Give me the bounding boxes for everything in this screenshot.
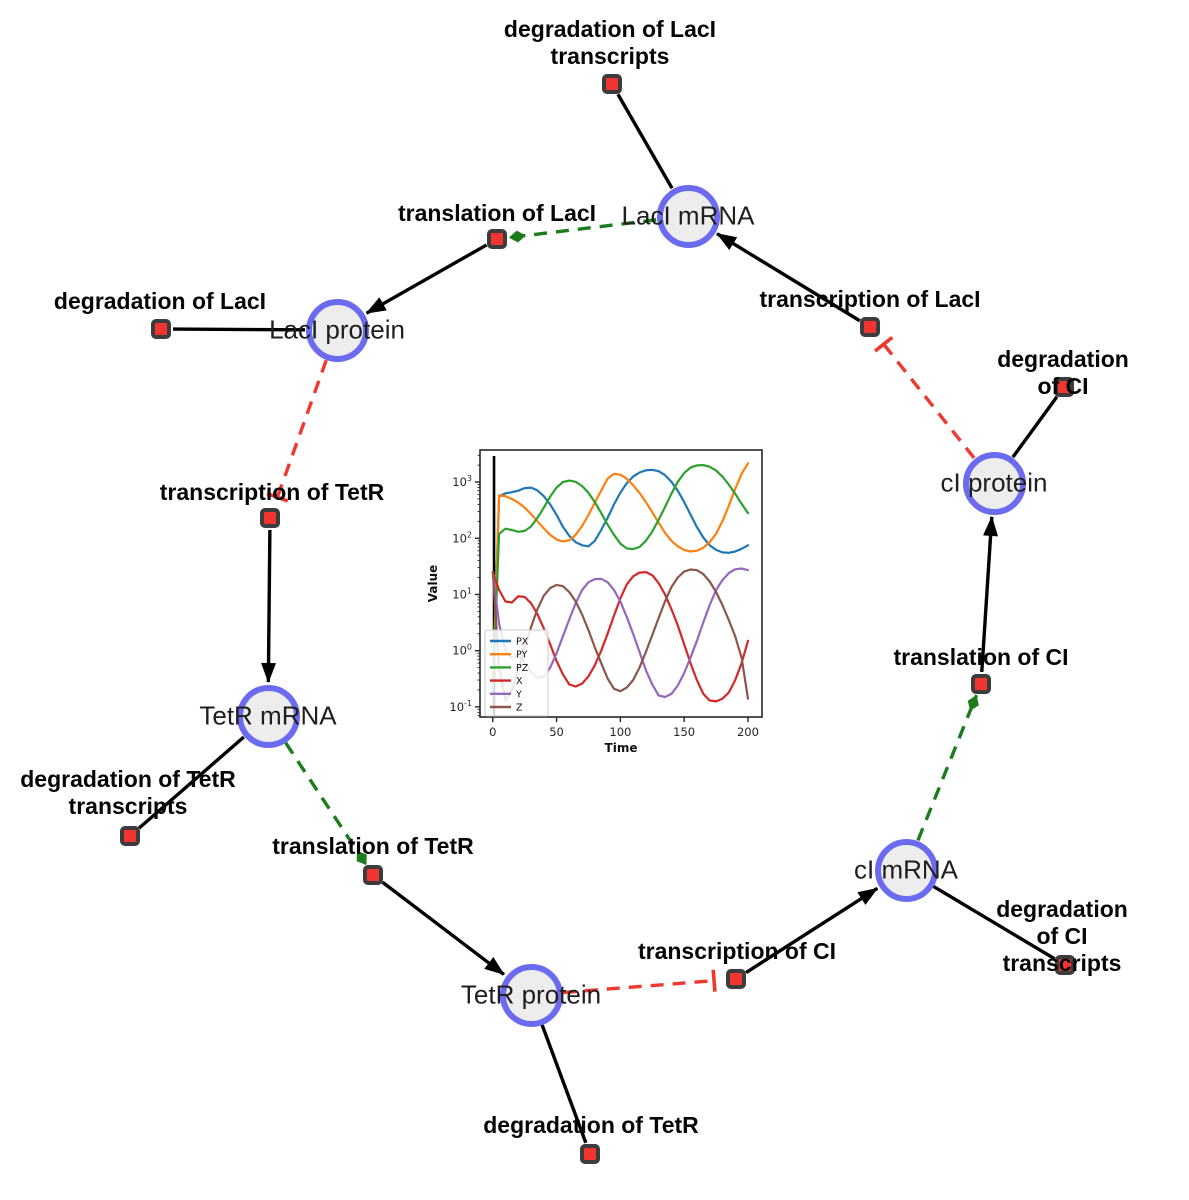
chart-y-tick-label: 102: [452, 530, 472, 545]
chart-y-tick-label: 101: [452, 586, 472, 601]
chart-x-axis-title: Time: [605, 741, 638, 755]
edge-reactant-laci-mrna-to-degradation-of-laci-transcripts: [616, 93, 674, 190]
chart-x-tick-label: 50: [549, 725, 564, 739]
edge-reactant-tetr-protein-to-degradation-of-tetr: [540, 1024, 588, 1144]
chart-x-tick-label: 0: [489, 725, 496, 739]
chart-series-X: [491, 571, 750, 703]
edge-reactant-tetr-mrna-to-degradation-of-tetr-transcripts: [137, 735, 245, 830]
edge-inhibitor-tetr-protein-to-transcription-of-ci: [562, 969, 717, 995]
chart-x-tick-label: 200: [737, 725, 759, 739]
chart-series-PX: [491, 468, 750, 692]
edge-reactant-laci-protein-to-degradation-of-laci: [172, 327, 306, 332]
edge-modifier-laci-mrna-to-translation-of-laci: [508, 218, 657, 243]
chart-y-tick-label: 100: [452, 643, 472, 658]
edge-product-translation-of-ci-to-ci-protein: [980, 515, 999, 673]
edge-reactant-ci-protein-to-degradation-of-ci: [1011, 395, 1059, 459]
inset-chart: 0 50 100 150 200 10-1 100 101 102 103 Time Value PX P…: [425, 430, 777, 768]
edge-modifier-ci-mrna-to-translation-of-ci: [916, 694, 979, 841]
edge-inhibitor-ci-protein-to-transcription-of-laci: [873, 335, 976, 460]
chart-series-PY: [491, 462, 750, 692]
chart-legend-label-PX: PX: [516, 637, 529, 648]
chart-x-tick-label: 150: [673, 725, 695, 739]
edge-reactant-ci-mrna-to-degradation-of-ci-transcripts: [932, 884, 1056, 961]
chart-legend-label-Z: Z: [516, 703, 523, 714]
edge-product-translation-of-tetr-to-tetr-protein: [381, 880, 505, 976]
edge-product-transcription-of-ci-to-ci-mrna: [745, 886, 879, 974]
chart-x-tick-label: 100: [609, 725, 631, 739]
chart-legend-label-X: X: [516, 676, 523, 687]
chart-legend-label-PZ: PZ: [516, 663, 529, 674]
chart-y-axis-title: Value: [426, 565, 440, 603]
chart-legend-label-PY: PY: [516, 650, 528, 661]
chart-series-PZ: [491, 464, 750, 692]
edge-product-translation-of-laci-to-laci-protein: [365, 243, 488, 315]
edge-product-transcription-of-tetr-to-tetr-mrna: [261, 529, 277, 684]
edge-modifier-tetr-mrna-to-translation-of-tetr: [284, 741, 368, 866]
edge-inhibitor-laci-protein-to-transcription-of-tetr: [266, 359, 328, 503]
chart-legend-label-Y: Y: [515, 689, 522, 700]
chart-y-tick-label: 103: [452, 474, 472, 489]
chart-series-Z: [491, 568, 750, 702]
edge-product-transcription-of-laci-to-laci-mrna: [716, 232, 861, 323]
chart-y-tick-label: 10-1: [449, 699, 472, 714]
